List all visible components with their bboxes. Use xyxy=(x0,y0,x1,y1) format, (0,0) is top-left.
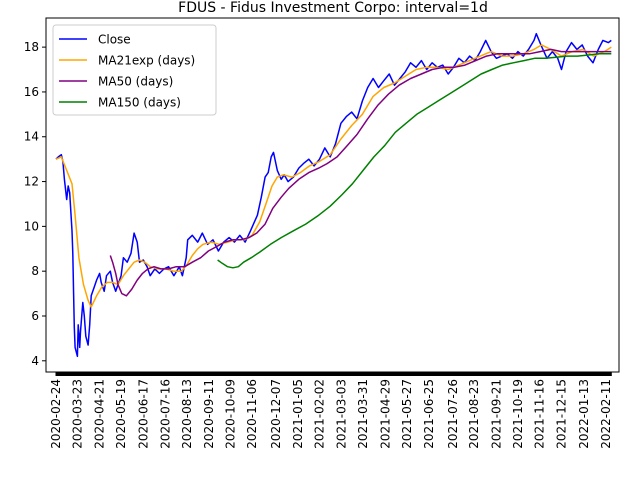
x-axis: 2020-02-24 2020-03-23 2020-04-21 2020-05-19… xyxy=(49,372,613,449)
x-tick-label: 2021-05-27 xyxy=(400,379,414,449)
legend-box xyxy=(52,24,217,116)
x-tick-label: 2020-05-19 xyxy=(114,379,128,449)
x-tick-label: 2021-11-16 xyxy=(532,379,546,449)
x-tick-label: 2021-04-29 xyxy=(378,379,392,449)
x-tick-label: 2021-08-23 xyxy=(467,379,481,449)
x-tick-label: 2022-02-11 xyxy=(599,379,613,449)
y-axis: 4 6 8 10 12 14 16 18 xyxy=(24,40,46,368)
legend-label-2: MA50 (days) xyxy=(98,75,173,89)
series-layer xyxy=(55,32,612,358)
x-tick-label: 2020-07-16 xyxy=(159,379,173,449)
x-tick-label: 2020-11-06 xyxy=(245,379,259,449)
x-tick-label: 2021-03-31 xyxy=(356,379,370,449)
y-tick-label: 10 xyxy=(24,219,39,233)
x-tick-label: 2021-07-26 xyxy=(446,379,460,449)
x-tick-label: 2021-12-15 xyxy=(555,379,569,449)
y-tick-label: 4 xyxy=(31,354,39,368)
x-tick-label: 2021-10-19 xyxy=(511,379,525,449)
series-line-0 xyxy=(55,32,612,358)
x-tick-label: 2021-02-02 xyxy=(313,379,327,449)
x-tick-label: 2020-06-17 xyxy=(136,379,150,449)
x-tick-label: 2021-09-21 xyxy=(489,379,503,449)
y-tick-label: 8 xyxy=(31,264,39,278)
series-line-2 xyxy=(109,48,612,297)
x-tick-label: 2020-10-09 xyxy=(224,379,238,449)
x-tick-label: 2020-09-11 xyxy=(202,379,216,449)
legend-label-0: Close xyxy=(98,33,131,47)
legend-label-1: MA21exp (days) xyxy=(98,54,195,68)
x-tick-label: 2020-08-13 xyxy=(180,379,194,449)
chart-title: FDUS - Fidus Investment Corpo: interval=… xyxy=(178,0,488,16)
x-tick-band xyxy=(55,372,612,376)
legend-label-3: MA150 (days) xyxy=(98,96,181,110)
y-tick-label: 12 xyxy=(24,175,39,189)
series-line-1 xyxy=(55,44,612,308)
y-tick-label: 18 xyxy=(24,40,39,54)
legend: Close MA21exp (days) MA50 (days) MA150 (day… xyxy=(52,24,217,116)
x-tick-label: 2022-01-13 xyxy=(577,379,591,449)
x-tick-label: 2021-01-05 xyxy=(291,379,305,449)
x-tick-label: 2020-04-21 xyxy=(93,379,107,449)
x-tick-label: 2021-06-25 xyxy=(422,379,436,449)
x-tick-label: 2020-12-07 xyxy=(269,379,283,449)
x-tick-label: 2021-03-03 xyxy=(335,379,349,449)
y-tick-label: 6 xyxy=(31,309,39,323)
x-tick-label: 2020-02-24 xyxy=(49,379,63,449)
series-line-3 xyxy=(217,53,612,269)
x-tick-label: 2020-03-23 xyxy=(70,379,84,449)
y-tick-label: 14 xyxy=(24,130,39,144)
y-tick-label: 16 xyxy=(24,85,39,99)
